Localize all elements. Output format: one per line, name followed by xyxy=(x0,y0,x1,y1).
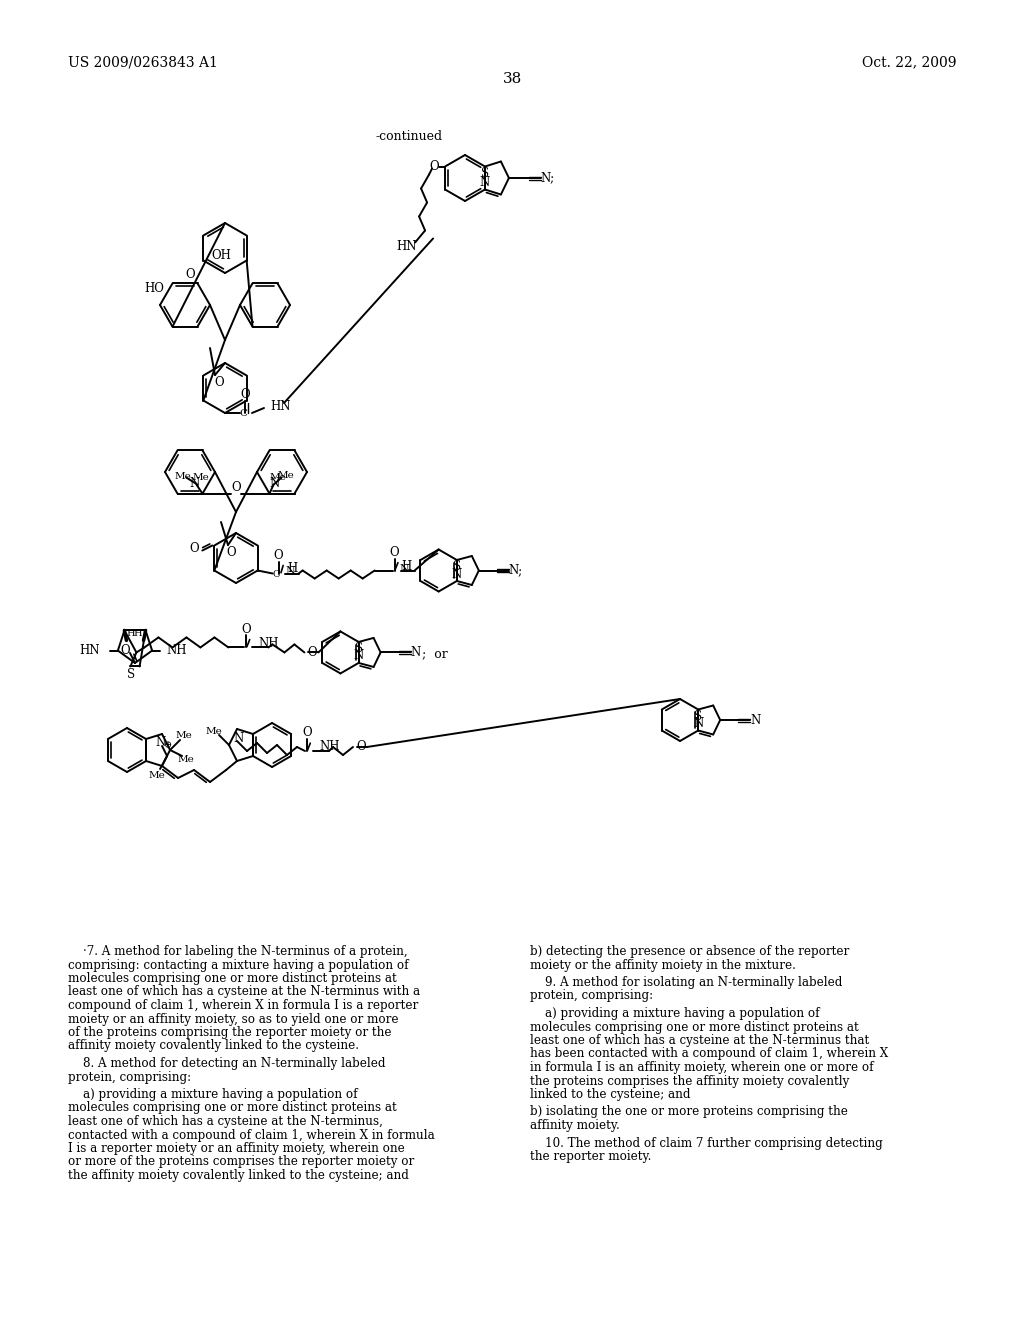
Text: ;: ; xyxy=(550,173,554,186)
Text: HN: HN xyxy=(270,400,291,412)
Text: a) providing a mixture having a population of: a) providing a mixture having a populati… xyxy=(68,1088,357,1101)
Text: O: O xyxy=(429,160,439,173)
Text: Me: Me xyxy=(176,731,193,741)
Text: affinity moiety.: affinity moiety. xyxy=(530,1119,620,1133)
Text: molecules comprising one or more distinct proteins at: molecules comprising one or more distinc… xyxy=(68,972,396,985)
Text: comprising: contacting a mixture having a population of: comprising: contacting a mixture having … xyxy=(68,958,409,972)
Text: Me: Me xyxy=(278,471,294,480)
Text: affinity moiety covalently linked to the cysteine.: affinity moiety covalently linked to the… xyxy=(68,1040,359,1052)
Text: compound of claim 1, wherein X in formula I is a reporter: compound of claim 1, wherein X in formul… xyxy=(68,999,418,1012)
Text: I is a reporter moiety or an affinity moiety, wherein one: I is a reporter moiety or an affinity mo… xyxy=(68,1142,404,1155)
Text: Oct. 22, 2009: Oct. 22, 2009 xyxy=(861,55,956,69)
Text: a) providing a mixture having a population of: a) providing a mixture having a populati… xyxy=(530,1007,819,1020)
Text: protein, comprising:: protein, comprising: xyxy=(68,1071,191,1084)
Text: least one of which has a cysteine at the N-terminus,: least one of which has a cysteine at the… xyxy=(68,1115,383,1129)
Text: moiety or the affinity moiety in the mixture.: moiety or the affinity moiety in the mix… xyxy=(530,958,796,972)
Text: ⊕: ⊕ xyxy=(164,742,172,751)
Text: O: O xyxy=(231,482,241,494)
Text: of the proteins comprising the reporter moiety or the: of the proteins comprising the reporter … xyxy=(68,1026,391,1039)
Text: N: N xyxy=(750,714,760,726)
Text: N: N xyxy=(155,737,165,750)
Text: S: S xyxy=(354,643,362,656)
Text: O: O xyxy=(189,543,199,554)
Text: N: N xyxy=(269,477,280,490)
Text: linked to the cysteine; and: linked to the cysteine; and xyxy=(530,1088,690,1101)
Text: S: S xyxy=(127,668,135,681)
Text: N: N xyxy=(480,176,490,189)
Text: ;  or: ; or xyxy=(422,647,447,660)
Text: b) isolating the one or more proteins comprising the: b) isolating the one or more proteins co… xyxy=(530,1106,848,1118)
Text: NH: NH xyxy=(166,644,186,657)
Text: ·7. A method for labeling the N-terminus of a protein,: ·7. A method for labeling the N-terminus… xyxy=(68,945,408,958)
Text: N: N xyxy=(693,717,703,730)
Text: N: N xyxy=(189,477,200,490)
Text: or more of the proteins comprises the reporter moiety or: or more of the proteins comprises the re… xyxy=(68,1155,415,1168)
Text: H: H xyxy=(401,560,412,573)
Text: O: O xyxy=(273,549,284,562)
Text: in formula I is an affinity moiety, wherein one or more of: in formula I is an affinity moiety, wher… xyxy=(530,1061,873,1074)
Text: O: O xyxy=(241,388,250,401)
Text: C: C xyxy=(273,570,281,579)
Text: HO: HO xyxy=(144,282,165,294)
Text: protein, comprising:: protein, comprising: xyxy=(530,990,653,1002)
Text: OH: OH xyxy=(211,249,231,261)
Text: US 2009/0263843 A1: US 2009/0263843 A1 xyxy=(68,55,218,69)
Text: HN: HN xyxy=(80,644,100,657)
Text: Me: Me xyxy=(269,473,286,482)
Text: 10. The method of claim 7 further comprising detecting: 10. The method of claim 7 further compri… xyxy=(530,1137,883,1150)
Text: NH: NH xyxy=(319,739,340,752)
Text: H: H xyxy=(133,628,142,638)
Text: Me: Me xyxy=(174,473,190,482)
Text: Me: Me xyxy=(148,771,166,780)
Text: O: O xyxy=(307,645,317,659)
Text: Me: Me xyxy=(193,473,209,482)
Text: least one of which has a cysteine at the N-terminus with a: least one of which has a cysteine at the… xyxy=(68,986,420,998)
Text: molecules comprising one or more distinct proteins at: molecules comprising one or more distinc… xyxy=(530,1020,859,1034)
Text: O: O xyxy=(226,546,236,560)
Text: N: N xyxy=(411,645,421,659)
Text: the affinity moiety covalently linked to the cysteine; and: the affinity moiety covalently linked to… xyxy=(68,1170,409,1181)
Text: has been contacted with a compound of claim 1, wherein X: has been contacted with a compound of cl… xyxy=(530,1048,888,1060)
Text: O: O xyxy=(356,741,366,754)
Text: NH: NH xyxy=(258,638,279,649)
Text: N: N xyxy=(509,564,519,577)
Text: 38: 38 xyxy=(503,73,521,86)
Text: Me: Me xyxy=(178,755,195,764)
Text: O: O xyxy=(185,268,195,281)
Text: S: S xyxy=(453,561,461,573)
Text: 9. A method for isolating an N-terminally labeled: 9. A method for isolating an N-terminall… xyxy=(530,975,843,989)
Text: the proteins comprises the affinity moiety covalently: the proteins comprises the affinity moie… xyxy=(530,1074,849,1088)
Text: moiety or an affinity moiety, so as to yield one or more: moiety or an affinity moiety, so as to y… xyxy=(68,1012,398,1026)
Text: N: N xyxy=(541,172,551,185)
Text: N: N xyxy=(286,565,296,576)
Text: S: S xyxy=(481,168,489,180)
Text: contacted with a compound of claim 1, wherein X in formula: contacted with a compound of claim 1, wh… xyxy=(68,1129,435,1142)
Text: 8. A method for detecting an N-terminally labeled: 8. A method for detecting an N-terminall… xyxy=(68,1057,385,1071)
Text: O: O xyxy=(242,623,251,636)
Text: N: N xyxy=(353,649,364,663)
Text: least one of which has a cysteine at the N-terminus that: least one of which has a cysteine at the… xyxy=(530,1034,869,1047)
Text: HN: HN xyxy=(397,240,418,253)
Text: molecules comprising one or more distinct proteins at: molecules comprising one or more distinc… xyxy=(68,1101,396,1114)
Text: C: C xyxy=(239,409,247,418)
Text: O: O xyxy=(120,644,130,657)
Text: N: N xyxy=(399,564,410,573)
Text: -continued: -continued xyxy=(375,129,442,143)
Text: H: H xyxy=(126,628,135,638)
Text: H: H xyxy=(288,562,298,576)
Text: N: N xyxy=(233,731,244,744)
Text: O: O xyxy=(302,726,312,739)
Text: ;: ; xyxy=(518,565,522,578)
Text: N: N xyxy=(452,568,462,581)
Text: O: O xyxy=(390,546,399,558)
Text: S: S xyxy=(694,710,702,723)
Text: Me: Me xyxy=(206,726,222,735)
Text: the reporter moiety.: the reporter moiety. xyxy=(530,1150,651,1163)
Text: b) detecting the presence or absence of the reporter: b) detecting the presence or absence of … xyxy=(530,945,849,958)
Text: O: O xyxy=(214,376,224,389)
